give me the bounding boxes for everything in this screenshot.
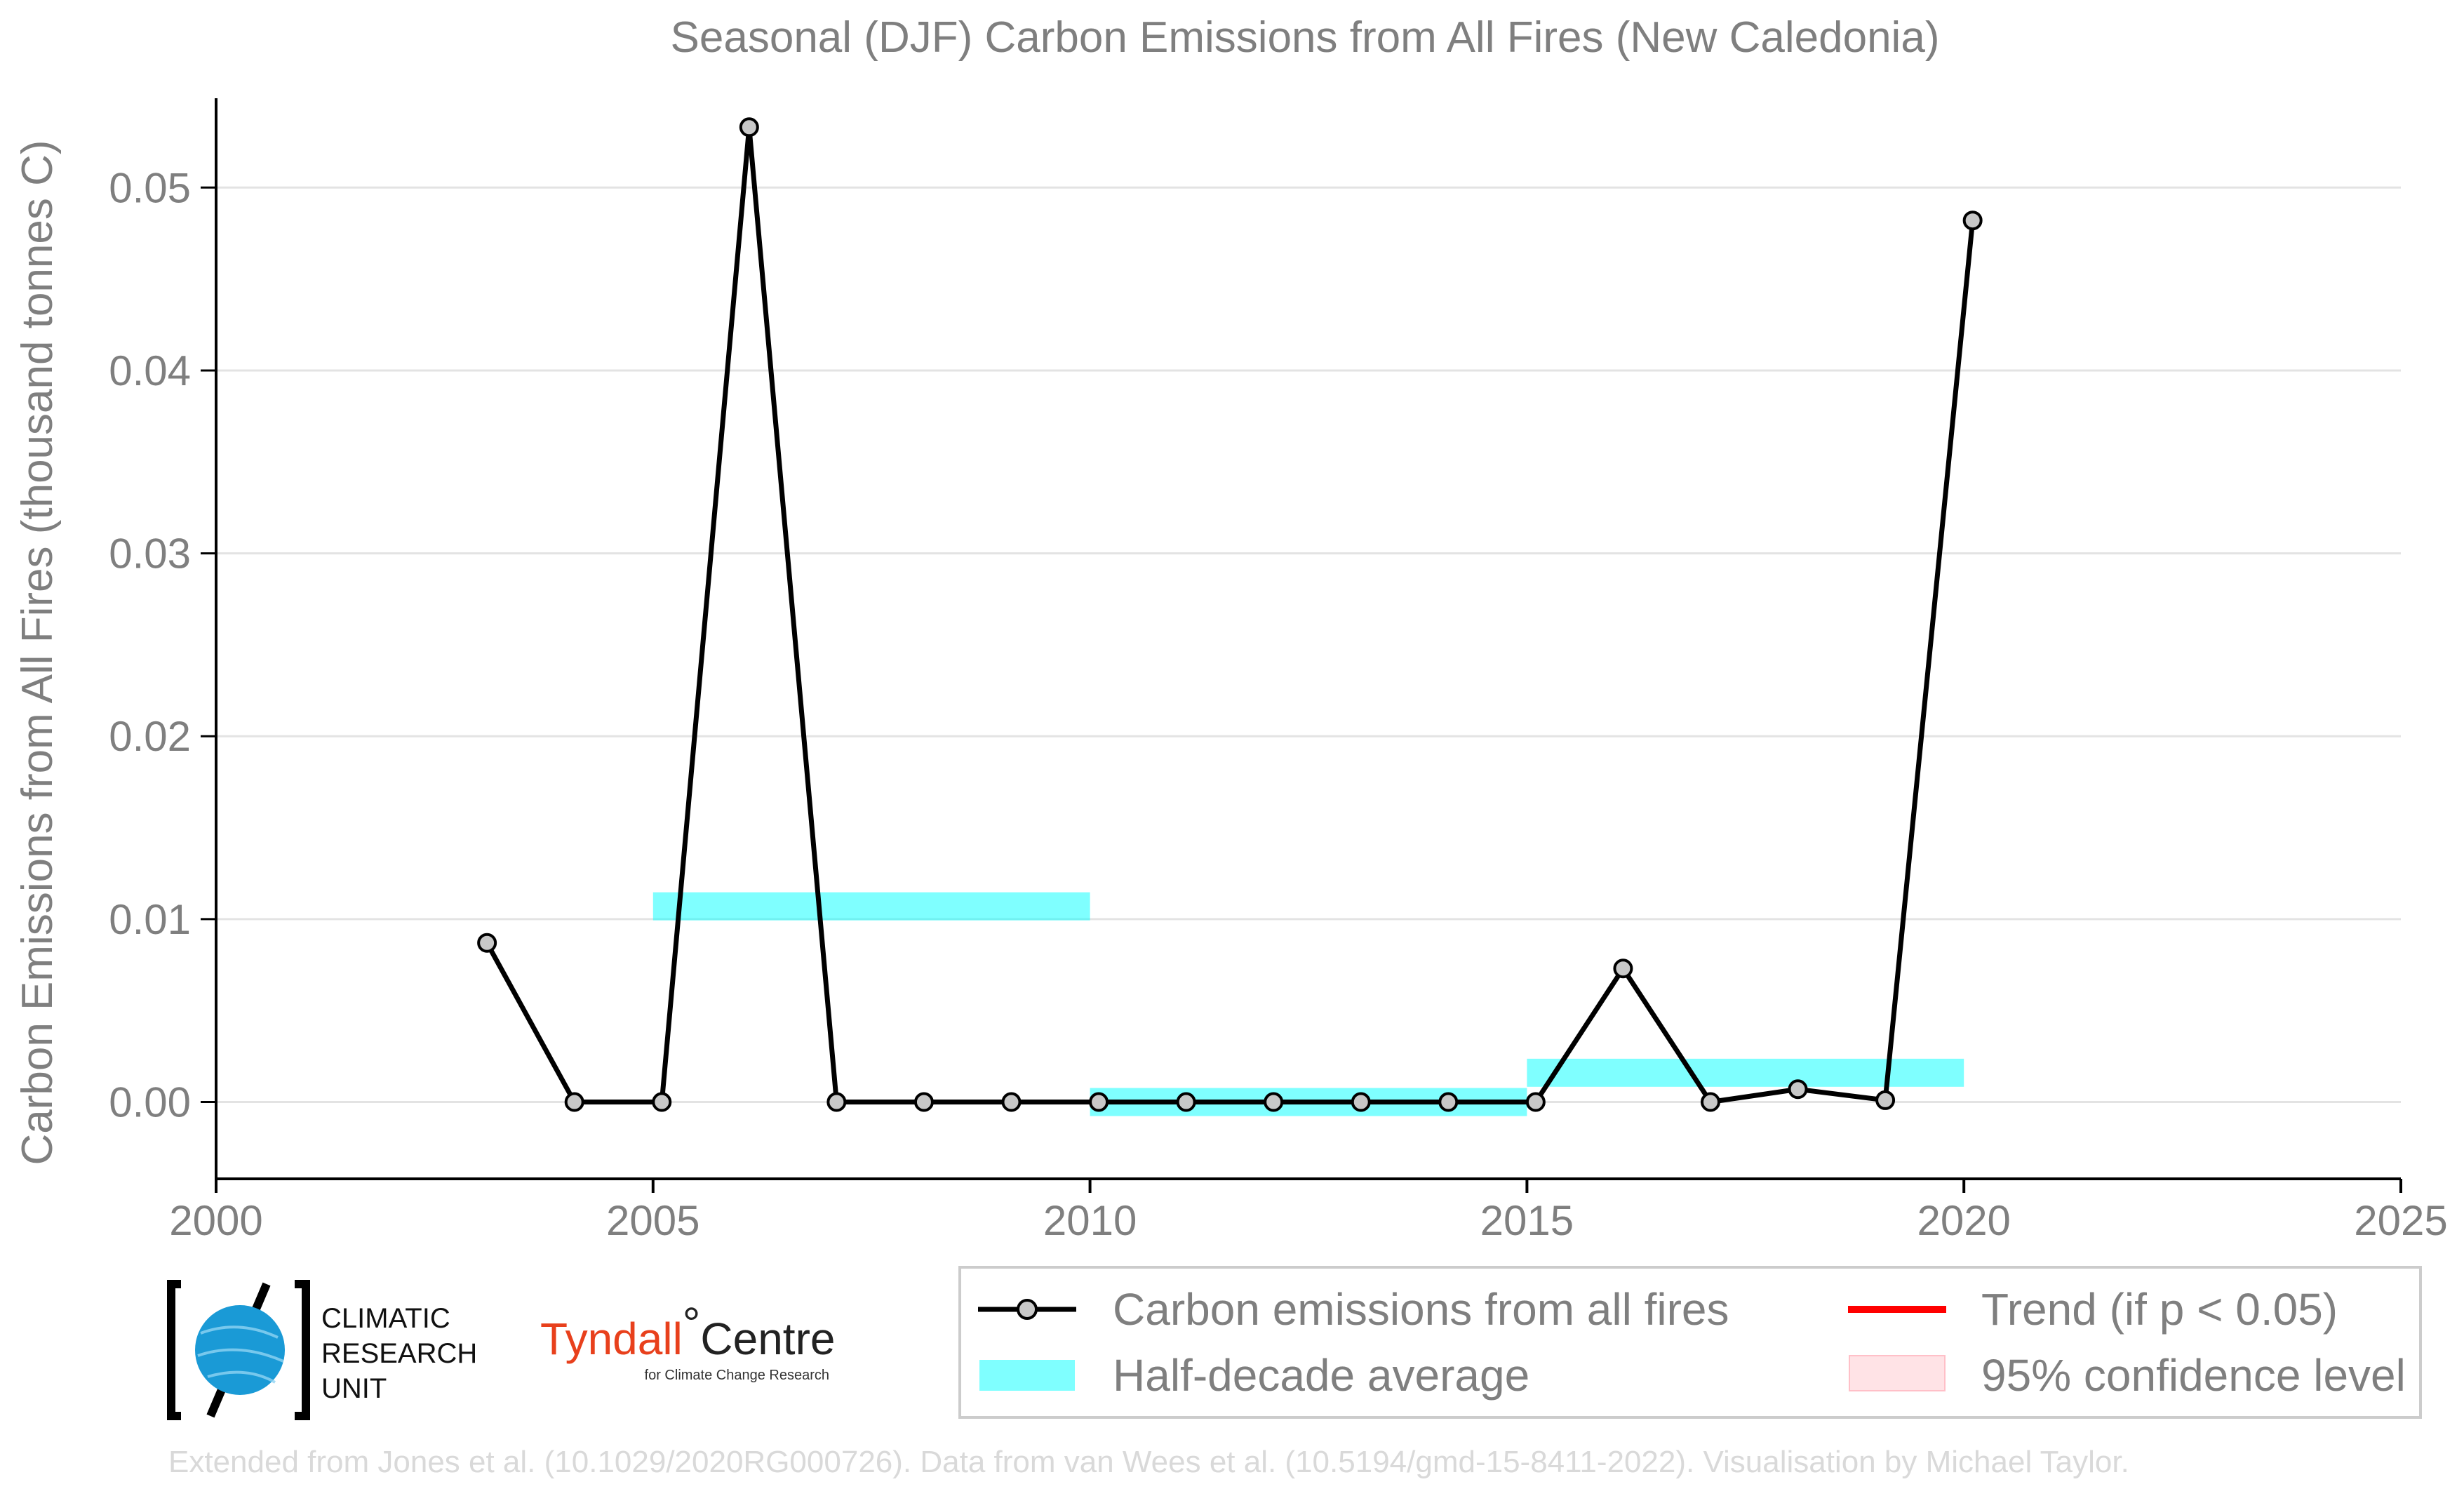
legend-swatch-confidence: [1849, 1355, 1946, 1391]
data-point: [1176, 1092, 1196, 1112]
data-point: [1962, 211, 1983, 231]
data-point: [1700, 1092, 1720, 1112]
x-tick-label: 2020: [1917, 1197, 2010, 1244]
chart-title: Seasonal (DJF) Carbon Emissions from All…: [671, 13, 1940, 62]
data-point: [826, 1092, 847, 1112]
data-point: [564, 1092, 584, 1112]
y-tick-label: 0.04: [109, 347, 191, 394]
data-point: [1438, 1092, 1459, 1112]
legend-swatch-halfdecade: [979, 1360, 1075, 1391]
data-point: [1089, 1092, 1109, 1112]
legend-frame: [958, 1266, 2422, 1419]
y-tick-label: 0.05: [109, 164, 191, 211]
legend-label-confidence: 95% confidence level: [1981, 1350, 2406, 1401]
cru-line-3: UNIT: [321, 1373, 387, 1404]
x-tick-label: 2005: [606, 1197, 699, 1244]
data-point: [1788, 1079, 1808, 1100]
y-tick-label: 0.00: [109, 1079, 191, 1126]
x-tick-label: 2025: [2354, 1197, 2447, 1244]
cru-logo: CLIMATIC RESEARCH UNIT: [167, 1280, 477, 1420]
data-point: [1351, 1092, 1371, 1112]
data-point: [1001, 1092, 1022, 1112]
grid-lines: [201, 186, 2401, 1104]
x-tick-label: 2000: [169, 1197, 262, 1244]
data-point: [739, 117, 759, 138]
cru-line-1: CLIMATIC: [321, 1303, 450, 1334]
x-tick-labels: 2000 2005 2010 2015 2020 2025: [169, 1197, 2447, 1244]
data-point: [1613, 959, 1633, 979]
credit-line: Extended from Jones et al. (10.1029/2020…: [168, 1445, 2129, 1479]
y-tick-label: 0.01: [109, 896, 191, 943]
cru-bracket-right-icon: [295, 1280, 310, 1420]
tyndall-wordmark: Tyndall°Centre: [540, 1298, 835, 1364]
emissions-series: [477, 117, 1983, 1112]
data-point: [1875, 1090, 1896, 1110]
data-point: [477, 933, 497, 953]
cru-bracket-icon: [167, 1280, 181, 1420]
y-tick-label: 0.02: [109, 713, 191, 760]
y-tick-labels: 0.00 0.01 0.02 0.03 0.04 0.05: [109, 164, 191, 1126]
series-line: [485, 124, 1976, 1104]
legend-label-emissions: Carbon emissions from all fires: [1113, 1284, 1729, 1335]
legend-marker-emissions: [1017, 1299, 1038, 1320]
half-decade-bar: [1527, 1058, 1964, 1087]
cru-line-2: RESEARCH: [321, 1338, 477, 1369]
data-point: [913, 1092, 934, 1112]
legend: Carbon emissions from all fires Half-dec…: [958, 1266, 2422, 1419]
data-point: [1525, 1092, 1546, 1112]
half-decade-bar: [652, 892, 1090, 921]
tyndall-subtitle: for Climate Change Research: [645, 1368, 829, 1383]
data-point: [652, 1092, 672, 1112]
data-point: [1264, 1092, 1284, 1112]
legend-label-trend: Trend (if p < 0.05): [1981, 1284, 2338, 1335]
axes: [215, 98, 2402, 1193]
half-decade-bars: [652, 892, 1964, 1116]
tyndall-logo: Tyndall°Centre for Climate Change Resear…: [540, 1298, 835, 1383]
legend-label-halfdecade: Half-decade average: [1113, 1350, 1529, 1401]
y-tick-label: 0.03: [109, 530, 191, 577]
x-tick-label: 2015: [1480, 1197, 1574, 1244]
y-axis-label: Carbon Emissions from All Fires (thousan…: [13, 140, 62, 1165]
x-tick-label: 2010: [1043, 1197, 1137, 1244]
